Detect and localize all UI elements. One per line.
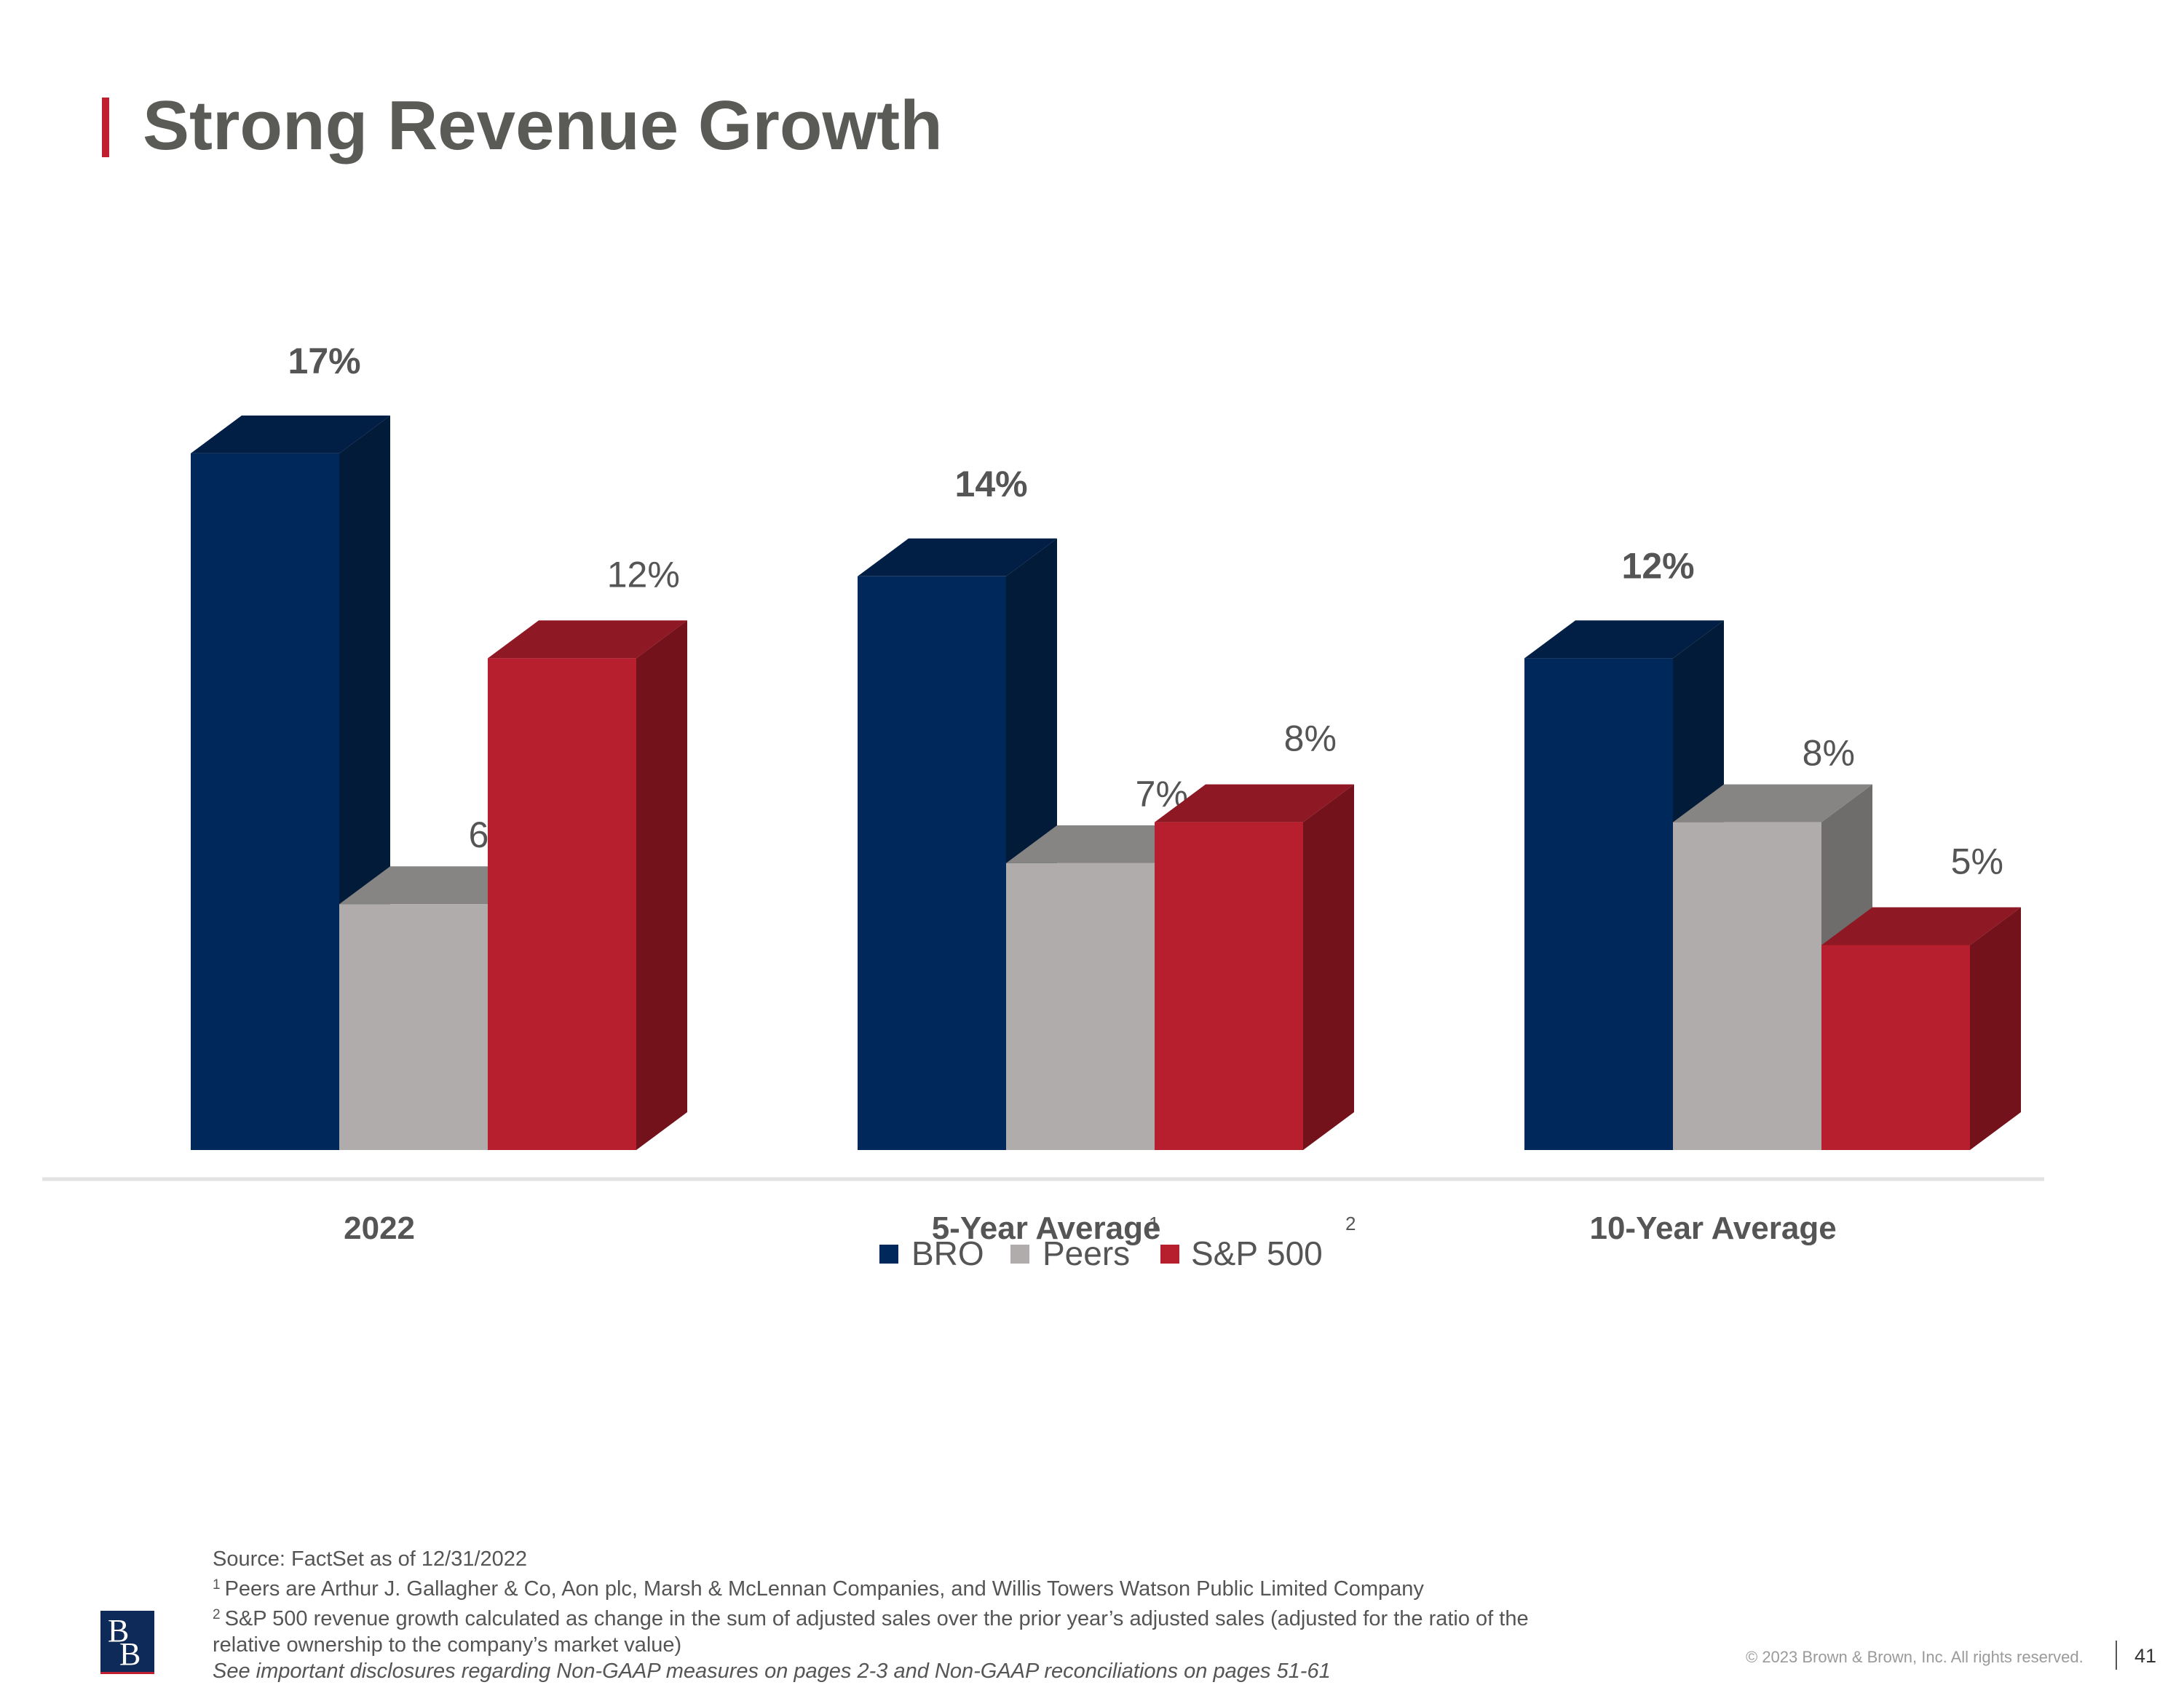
bar-side-s-p-500-10-year-average — [1970, 907, 2021, 1150]
bar-bro-5-year-average — [858, 576, 1006, 1150]
footnote-2-marker: 2 — [213, 1607, 221, 1622]
bar-top-bro-5-year-average — [858, 538, 1057, 576]
data-label-s-p-500-2022: 12% — [607, 554, 680, 595]
footnote-1-text: Peers are Arthur J. Gallagher & Co, Aon … — [224, 1577, 1424, 1601]
bar-bro-10-year-average — [1524, 658, 1673, 1150]
footnotes: Source: FactSet as of 12/31/2022 1 Peers … — [213, 1546, 1669, 1684]
bar-top-bro-2022 — [191, 415, 390, 453]
category-label-2022: 2022 — [344, 1210, 415, 1246]
footnote-source: Source: FactSet as of 12/31/2022 — [213, 1547, 528, 1571]
page-number-divider — [2116, 1641, 2117, 1670]
annotation-superscript-2: 2 — [1345, 1213, 1356, 1234]
bar-bro-2022 — [191, 453, 339, 1150]
bar-top-s-p-500-2022 — [488, 620, 687, 659]
page-title: Strong Revenue Growth — [143, 87, 943, 164]
bar-peers-2022 — [339, 904, 488, 1150]
footnote-1-marker: 1 — [213, 1577, 221, 1593]
bar-peers-5-year-average — [1006, 863, 1155, 1150]
logo-letter-b1: B — [108, 1613, 130, 1649]
bar-s-p-500-2022 — [488, 658, 636, 1150]
title-accent-bar — [102, 98, 109, 157]
copyright-notice: © 2023 Brown & Brown, Inc. All rights re… — [1746, 1648, 2084, 1666]
page-number: 41 — [2134, 1645, 2157, 1667]
bar-top-peers-10-year-average — [1673, 784, 1872, 822]
data-label-bro-10-year-average: 12% — [1622, 545, 1695, 586]
bar-s-p-500-5-year-average — [1155, 822, 1303, 1150]
bar-side-s-p-500-5-year-average — [1303, 784, 1354, 1150]
legend-swatch-s-p-500 — [1160, 1245, 1179, 1264]
category-label-10-year-average: 10-Year Average — [1589, 1210, 1836, 1246]
legend-label-s-p-500: S&P 500 — [1191, 1234, 1323, 1272]
legend-swatch-peers — [1010, 1245, 1029, 1264]
footnote-2: 2 S&P 500 revenue growth calculated as ch… — [213, 1602, 1669, 1632]
brown-brown-logo: B B — [100, 1611, 154, 1672]
bar-s-p-500-10-year-average — [1821, 945, 1970, 1150]
legend-label-peers: Peers — [1042, 1234, 1130, 1272]
data-label-bro-5-year-average: 14% — [955, 464, 1028, 504]
bar-top-s-p-500-5-year-average — [1155, 784, 1354, 822]
data-label-bro-2022: 17% — [288, 341, 361, 381]
data-label-peers-10-year-average: 8% — [1803, 733, 1855, 774]
data-label-s-p-500-10-year-average: 5% — [1951, 841, 2003, 882]
bar-top-s-p-500-10-year-average — [1821, 907, 2021, 945]
bar-peers-10-year-average — [1673, 822, 1821, 1150]
category-label-5-year-average: 5-Year Average — [932, 1210, 1161, 1246]
footnote-2-text: S&P 500 revenue growth calculated as cha… — [224, 1607, 1529, 1630]
data-label-s-p-500-5-year-average: 8% — [1284, 718, 1337, 759]
footnote-disclosure: See important disclosures regarding Non-… — [213, 1660, 1331, 1683]
annotation-superscript-1: 1 — [1149, 1213, 1159, 1234]
bar-side-s-p-500-2022 — [636, 620, 687, 1150]
legend-swatch-bro — [879, 1245, 898, 1264]
bar-top-bro-10-year-average — [1524, 620, 1724, 659]
legend-label-bro: BRO — [911, 1234, 984, 1272]
footnote-1: 1 Peers are Arthur J. Gallagher & Co, Aon… — [213, 1572, 1669, 1602]
footnote-2-continued: relative ownership to the company’s mark… — [213, 1633, 682, 1657]
logo-underline — [100, 1672, 154, 1674]
logo-letter-b2: B — [119, 1636, 141, 1672]
